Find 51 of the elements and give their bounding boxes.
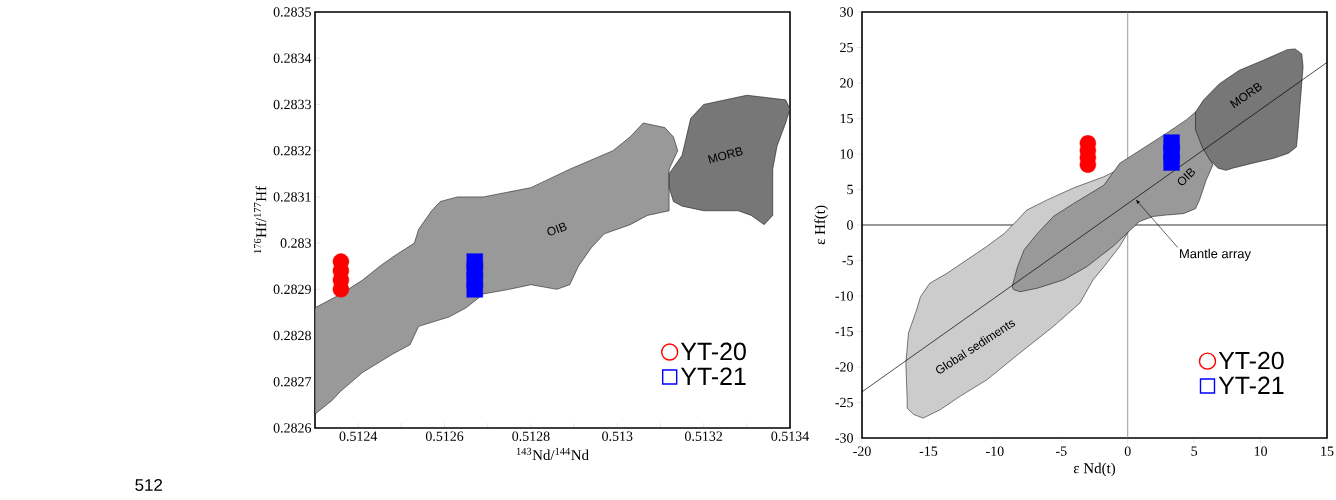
annotation: MORB bbox=[707, 147, 743, 164]
y-tick-label: -5 bbox=[842, 255, 853, 266]
y-tick-label: -25 bbox=[835, 397, 853, 408]
x-axis-title: $^{143}$Nd/$^{144}$Nd bbox=[516, 447, 589, 461]
y-tick-label: 10 bbox=[840, 149, 853, 159]
y-tick-label: 0.283 bbox=[280, 238, 311, 248]
y-tick-label: -10 bbox=[835, 291, 853, 301]
x-tick-label: 0.5132 bbox=[685, 431, 723, 441]
legend-label: YT-20 bbox=[680, 342, 746, 361]
y-tick-label: 30 bbox=[840, 7, 853, 17]
y-tick-label: 0.2835 bbox=[273, 7, 311, 17]
y-tick-label: 0.2828 bbox=[273, 330, 311, 341]
text: 512 bbox=[135, 478, 163, 491]
x-tick-label: -5 bbox=[1056, 446, 1067, 456]
y-axis-title: $^{176}$Hf/$^{177}$Hf bbox=[254, 185, 267, 254]
x-tick-label: 0.5128 bbox=[512, 431, 550, 441]
y-tick-label: 0 bbox=[847, 220, 853, 230]
y-tick-label: 0.2827 bbox=[273, 377, 312, 387]
y-tick-label: 5 bbox=[847, 184, 853, 195]
annotation: Mantle array bbox=[1180, 248, 1251, 261]
point bbox=[466, 253, 483, 270]
legend-label: YT-20 bbox=[1218, 351, 1284, 370]
annotation: OIB bbox=[547, 222, 567, 236]
y-axis-title: ε Hf(t) bbox=[814, 205, 829, 245]
x-axis-title: ε Nd(t) bbox=[1073, 462, 1116, 477]
x-tick-label: -15 bbox=[919, 446, 938, 456]
x-tick-label: 10 bbox=[1254, 446, 1268, 456]
x-tick-label: 0.513 bbox=[602, 431, 633, 441]
x-tick-label: 5 bbox=[1191, 446, 1198, 456]
y-tick-label: 0.2826 bbox=[273, 423, 312, 433]
y-tick-label: -15 bbox=[835, 326, 853, 337]
y-tick-label: 0.2834 bbox=[273, 53, 312, 63]
y-tick-label: -30 bbox=[835, 433, 853, 443]
point bbox=[1163, 134, 1180, 151]
y-tick-label: 0.2833 bbox=[273, 99, 311, 110]
y-tick-label: 25 bbox=[840, 42, 853, 53]
legend-label: YT-21 bbox=[680, 367, 746, 385]
y-tick-label: -20 bbox=[835, 362, 853, 372]
y-tick-label: 0.2829 bbox=[273, 284, 311, 295]
y-tick-label: 20 bbox=[840, 78, 853, 88]
x-tick-label: 0.5126 bbox=[425, 431, 464, 441]
y-tick-label: 0.2831 bbox=[273, 192, 311, 202]
annotation: OIB bbox=[1177, 168, 1195, 186]
legend-label: YT-21 bbox=[1218, 376, 1284, 394]
x-tick-label: 0.5134 bbox=[771, 431, 809, 441]
x-tick-label: 0.5124 bbox=[339, 431, 378, 441]
y-tick-label: 15 bbox=[840, 113, 853, 124]
y-tick-label: 0.2832 bbox=[273, 145, 311, 156]
x-tick-label: -10 bbox=[986, 446, 1004, 456]
x-tick-label: 15 bbox=[1321, 446, 1334, 456]
x-tick-label: 0 bbox=[1124, 446, 1131, 456]
